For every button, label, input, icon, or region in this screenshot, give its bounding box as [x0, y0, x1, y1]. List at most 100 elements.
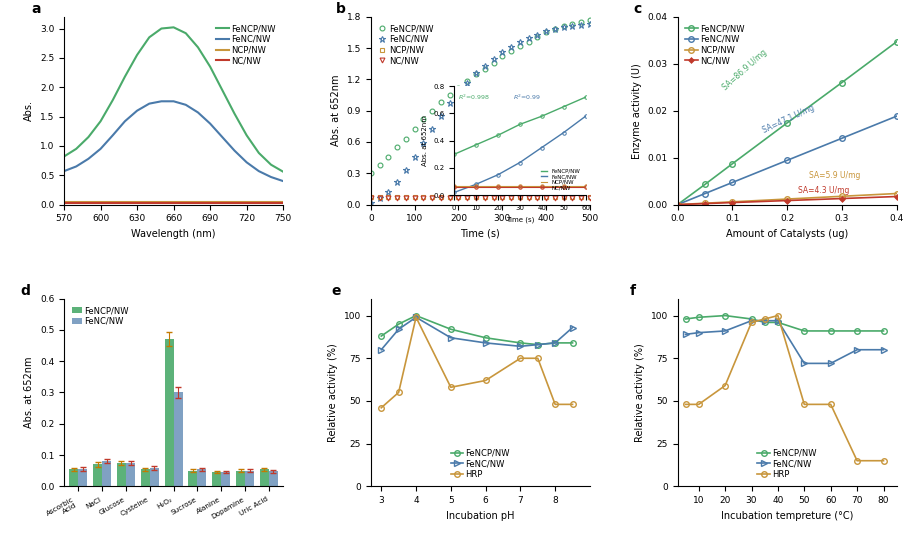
Bar	[212, 472, 221, 486]
Line: FeNCP/NW: FeNCP/NW	[674, 39, 899, 207]
Bar	[174, 392, 183, 486]
FeNC/NW	[694, 329, 705, 336]
FeNCP/NW	[409, 126, 420, 133]
Bar	[79, 469, 88, 486]
Y-axis label: Abs. at 652nm: Abs. at 652nm	[331, 75, 341, 146]
FeNC/NW	[680, 331, 691, 338]
NC/NW	[277, 200, 288, 206]
NC/NW	[699, 200, 710, 207]
FeNCP/NW	[719, 312, 730, 319]
NC/NW	[567, 195, 578, 202]
FeNC/NW	[217, 134, 228, 140]
Legend: FeNCP/NW, FeNC/NW, HRP: FeNCP/NW, FeNC/NW, HRP	[447, 445, 513, 482]
FeNCP/NW	[242, 132, 253, 139]
NC/NW	[253, 200, 264, 206]
Line: HRP: HRP	[683, 313, 887, 463]
FeNC/NW	[514, 39, 525, 45]
FeNC/NW	[836, 135, 847, 141]
FeNCP/NW	[759, 319, 770, 326]
NC/NW	[217, 200, 228, 206]
FeNCP/NW	[852, 328, 863, 334]
Line: NCP/NW: NCP/NW	[674, 191, 899, 207]
FeNC/NW	[229, 147, 240, 154]
HRP	[746, 319, 757, 326]
FeNC/NW	[585, 21, 596, 27]
FeNCP/NW	[393, 321, 404, 328]
Line: FeNCP/NW: FeNCP/NW	[64, 27, 283, 172]
FeNCP/NW	[376, 333, 387, 339]
X-axis label: Time (s): Time (s)	[460, 229, 501, 239]
FeNCP/NW	[567, 339, 578, 346]
FeNC/NW	[567, 324, 578, 331]
HRP	[719, 382, 730, 389]
FeNCP/NW	[156, 25, 167, 32]
Bar	[126, 463, 135, 486]
FeNC/NW	[253, 168, 264, 174]
NC/NW	[514, 195, 525, 202]
FeNC/NW	[781, 157, 792, 164]
FeNC/NW	[852, 347, 863, 353]
FeNC/NW	[532, 31, 543, 38]
NCP/NW	[891, 190, 902, 197]
FeNCP/NW	[229, 110, 240, 117]
FeNC/NW	[242, 159, 253, 165]
FeNC/NW	[533, 341, 544, 348]
Text: d: d	[20, 284, 30, 298]
NC/NW	[488, 195, 499, 202]
FeNC/NW	[374, 195, 385, 202]
Text: e: e	[331, 284, 341, 298]
NCP/NW	[132, 199, 143, 206]
FeNCP/NW	[365, 170, 376, 177]
Legend: FeNCP/NW, FeNC/NW, HRP: FeNCP/NW, FeNC/NW, HRP	[754, 445, 820, 482]
FeNCP/NW	[514, 42, 525, 49]
HRP	[393, 389, 404, 396]
FeNCP/NW	[374, 162, 385, 168]
NC/NW	[673, 201, 684, 208]
NC/NW	[436, 195, 447, 202]
Line: FeNCP/NW: FeNCP/NW	[369, 17, 592, 176]
FeNC/NW	[107, 132, 118, 139]
Bar	[188, 471, 198, 486]
NCP/NW	[144, 199, 155, 206]
NCP/NW	[699, 200, 710, 207]
FeNC/NW	[144, 100, 155, 107]
NCP/NW	[836, 193, 847, 200]
Y-axis label: Relative activity (%): Relative activity (%)	[328, 343, 339, 442]
NCP/NW	[567, 194, 578, 201]
FeNC/NW	[515, 343, 526, 350]
X-axis label: Incubation tempreture (°C): Incubation tempreture (°C)	[721, 510, 854, 520]
FeNC/NW	[120, 118, 131, 125]
FeNC/NW	[825, 360, 836, 367]
Bar	[198, 469, 207, 486]
FeNC/NW	[192, 109, 203, 116]
FeNC/NW	[265, 174, 276, 181]
FeNCP/NW	[836, 79, 847, 86]
FeNCP/NW	[253, 150, 264, 157]
FeNC/NW	[799, 360, 810, 367]
FeNCP/NW	[515, 339, 526, 346]
FeNC/NW	[541, 28, 552, 35]
NCP/NW	[585, 194, 596, 201]
NC/NW	[558, 195, 569, 202]
NCP/NW	[549, 194, 560, 201]
NCP/NW	[462, 194, 473, 201]
FeNCP/NW	[799, 328, 810, 334]
NCP/NW	[70, 199, 81, 206]
FeNC/NW	[83, 155, 94, 162]
FeNC/NW	[205, 120, 216, 127]
HRP	[878, 457, 889, 464]
X-axis label: Amount of Catalysts (ug): Amount of Catalysts (ug)	[726, 229, 848, 239]
FeNC/NW	[382, 189, 393, 196]
FeNCP/NW	[541, 29, 552, 36]
NC/NW	[265, 200, 276, 206]
Text: SA=86.9 U/mg: SA=86.9 U/mg	[721, 48, 770, 92]
NCP/NW	[781, 196, 792, 202]
Text: c: c	[634, 2, 642, 16]
FeNCP/NW	[277, 168, 288, 175]
NCP/NW	[558, 194, 569, 201]
FeNCP/NW	[205, 63, 216, 70]
NC/NW	[156, 200, 167, 206]
NC/NW	[836, 195, 847, 202]
HRP	[376, 404, 387, 411]
NC/NW	[497, 195, 508, 202]
